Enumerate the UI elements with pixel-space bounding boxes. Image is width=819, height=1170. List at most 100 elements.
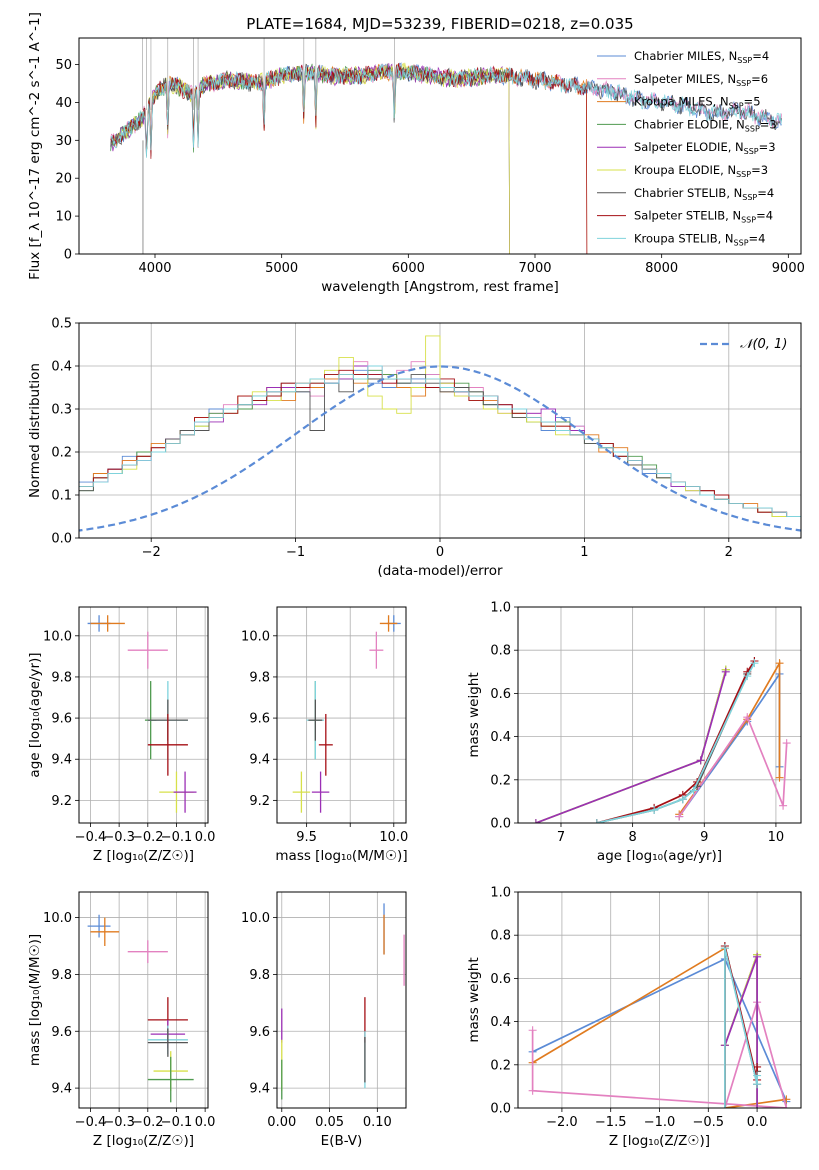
x-tick-label: −0.5	[693, 1115, 725, 1130]
histogram-8	[79, 365, 801, 517]
legend-entry: Salpeter STELIB, NSSP=4	[634, 209, 773, 225]
y-tick-label: 0.4	[51, 360, 72, 375]
weight-marker	[753, 1071, 762, 1080]
weight-line-5	[724, 956, 758, 1108]
axes-frame	[276, 891, 407, 1109]
spectrum-line-4	[110, 63, 510, 254]
y-tick-label: 9.6	[51, 1025, 72, 1040]
legend: 𝒩(0, 1)	[700, 337, 787, 352]
y-tick-label: 0.1	[51, 489, 72, 504]
histogram-3	[79, 369, 801, 522]
weight-marker	[743, 713, 752, 722]
legend-entry: Salpeter MILES, NSSP=6	[634, 72, 768, 88]
x-tick-label: 7000	[518, 261, 551, 276]
y-tick-label: 10.0	[241, 911, 270, 926]
y-tick-label: 10.0	[241, 629, 270, 644]
x-tick-label: −0.2	[132, 830, 164, 845]
y-tick-label: 0.0	[490, 817, 511, 832]
x-tick-label: 0.00	[267, 1115, 296, 1130]
x-tick-label: 10	[768, 830, 785, 845]
histogram-1	[79, 361, 801, 517]
weight-marker	[753, 952, 762, 961]
gridlines	[518, 607, 801, 823]
gridlines	[518, 892, 801, 1108]
errorbar-point	[147, 1028, 188, 1057]
plot-area	[110, 38, 783, 254]
weight-marker	[592, 819, 601, 823]
panel-massweight-vs-Z: −2.0 −1.5 −1.0 −0.5 0.0 0.0 0.2 0.4 0.6 0.8 1.0 Z […	[466, 886, 802, 1149]
errorbar-point	[127, 631, 168, 669]
weight-marker	[720, 1104, 729, 1108]
legend-entry: Salpeter ELODIE, NSSP=3	[634, 140, 776, 156]
errorbar-point	[379, 615, 398, 632]
x-tick-label: 0.05	[315, 1115, 344, 1130]
y-tick-label: 9.6	[51, 712, 72, 727]
plot-area	[79, 892, 208, 1108]
y-tick-label: 10.0	[43, 911, 72, 926]
legend-entry: Kroupa MILES, NSSP=5	[634, 95, 761, 111]
weight-marker	[689, 786, 698, 795]
weight-marker	[743, 672, 752, 681]
weight-marker	[721, 667, 730, 676]
panel-mass-vs-Z: −0.4−0.3−0.2−0.1 0.0 9.4 9.6 9.8 10.0 Z [log₁₀…	[27, 891, 216, 1149]
errorbar-point	[90, 615, 125, 632]
y-tick-label: 0.3	[51, 403, 72, 418]
y-tick-label: 9.8	[51, 968, 72, 983]
x-tick-label: 0.0	[195, 1115, 216, 1130]
axes-frame	[78, 606, 209, 824]
weight-line-8	[724, 948, 758, 1108]
y-tick-label: 10	[55, 210, 72, 225]
errorbar-point	[147, 713, 188, 776]
weight-line-7	[596, 660, 756, 823]
y-tick-label: 40	[55, 96, 72, 111]
weight-marker	[782, 739, 791, 748]
normal-curve	[79, 365, 801, 532]
y-tick-label: 9.4	[249, 1082, 270, 1097]
y-tick-label: 0.2	[51, 446, 72, 461]
y-tick-label: 0.0	[51, 532, 72, 547]
legend-entry: Kroupa ELODIE, NSSP=3	[634, 163, 768, 179]
x-tick-label: −1.5	[595, 1115, 627, 1130]
plot-area	[277, 607, 406, 823]
axes-frame	[78, 37, 802, 255]
y-tick-label: 10.0	[43, 629, 72, 644]
x-tick-label: −0.4	[75, 1115, 107, 1130]
plot-area	[518, 892, 801, 1108]
legend-entry: Chabrier STELIB, NSSP=4	[634, 186, 774, 202]
y-axis-label: Flux [f_λ 10^-17 erg cm^-2 s^-1 A^-1]	[27, 12, 43, 280]
x-tick-label: 0	[436, 545, 444, 560]
y-tick-label: 0.2	[490, 773, 511, 788]
x-tick-label: −0.3	[103, 1115, 135, 1130]
weight-line-3	[535, 669, 727, 823]
weight-marker	[779, 801, 788, 810]
weight-marker	[650, 806, 659, 815]
panel-residuals: −2 −1 0 1 2 0.0 0.1 0.2 0.3 0.4 0.5 (data-model)/er…	[27, 317, 802, 579]
y-tick-label: 9.4	[249, 753, 270, 768]
weight-marker	[531, 819, 540, 823]
errorbar-point	[147, 1056, 194, 1103]
y-tick-label: 0.0	[490, 1102, 511, 1117]
x-axis-label: Z [log₁₀(Z/Z☉)]	[609, 1133, 710, 1149]
x-axis-label: (data-model)/error	[377, 563, 503, 579]
x-tick-label: 0.0	[747, 1115, 768, 1130]
gridlines	[79, 323, 801, 538]
errorbar-point	[127, 940, 168, 964]
y-tick-label: 1.0	[490, 886, 511, 901]
weight-line-1	[678, 660, 781, 815]
weight-line-4	[535, 669, 727, 823]
x-axis-label: E(B-V)	[321, 1133, 363, 1149]
axes-frame	[517, 606, 802, 824]
y-axis-label: mass weight	[466, 672, 482, 757]
y-axis-label: mass [log₁₀(M/M☉)]	[27, 934, 43, 1066]
legend-entry: Chabrier MILES, NSSP=4	[634, 49, 769, 65]
x-tick-label: 9	[700, 830, 708, 845]
x-tick-label: 0.10	[363, 1115, 392, 1130]
gridlines	[79, 892, 208, 1108]
spectrum-line-8	[110, 63, 783, 158]
y-tick-label: 9.6	[249, 712, 270, 727]
x-tick-label: 8	[628, 830, 636, 845]
plot-area	[277, 892, 406, 1108]
errorbar-point	[87, 914, 111, 938]
histogram-0	[79, 369, 801, 522]
